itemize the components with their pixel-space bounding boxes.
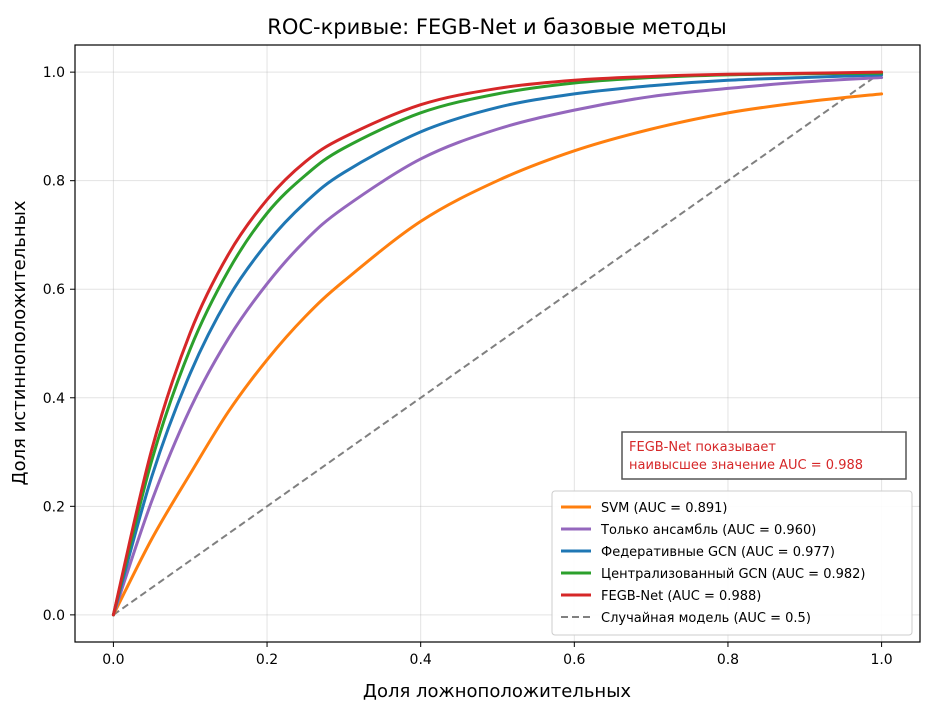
legend-label-0: SVM (AUC = 0.891) [601,501,728,516]
series-line-2 [111,73,884,617]
y-tick-label: 0.6 [43,282,65,298]
x-tick-label: 0.8 [717,652,739,668]
chart-title: ROC-кривые: FEGB-Net и базовые методы [267,15,726,39]
x-axis-label: Доля ложноположительных [363,681,632,702]
x-tick-label: 1.0 [870,652,892,668]
ticks: 0.0 0.2 0.4 0.6 0.8 1.0 0.0 0.2 0.4 0.6 0.8 1.0 [43,65,893,668]
y-tick-label: 0.2 [43,499,65,515]
x-tick-label: 0.2 [256,652,278,668]
legend-label-5: Случайная модель (AUC = 0.5) [601,611,811,626]
annotation-line-1: FEGB-Net показывает [629,440,776,455]
annotation-line-2: наивысшее значение AUC = 0.988 [629,458,863,473]
y-tick-label: 0.0 [43,608,65,624]
series-line-4 [111,70,884,617]
y-axis-label: Доля истинноположительных [9,200,30,485]
y-tick-label: 0.4 [43,391,65,407]
series-line-1 [111,76,884,617]
legend-label-4: FEGB-Net (AUC = 0.988) [601,589,761,604]
plot-frame [74,44,921,643]
y-tick-label: 1.0 [43,65,65,81]
x-tick-label: 0.0 [102,652,124,668]
legend-label-2: Федеративные GCN (AUC = 0.977) [601,545,835,560]
y-tick-label: 0.8 [43,174,65,190]
x-tick-label: 0.4 [410,652,432,668]
series-group [111,70,884,617]
series-line-0 [111,92,884,617]
annotation-box: FEGB-Net показывает наивысшее значение A… [621,431,907,480]
legend: SVM (AUC = 0.891) Только ансамбль (AUC = … [551,490,913,636]
legend-label-1: Только ансамбль (AUC = 0.960) [600,523,816,538]
x-tick-label: 0.6 [563,652,585,668]
grid [75,45,920,642]
series-line-5 [112,71,883,616]
legend-label-3: Централизованный GCN (AUC = 0.982) [601,567,866,582]
